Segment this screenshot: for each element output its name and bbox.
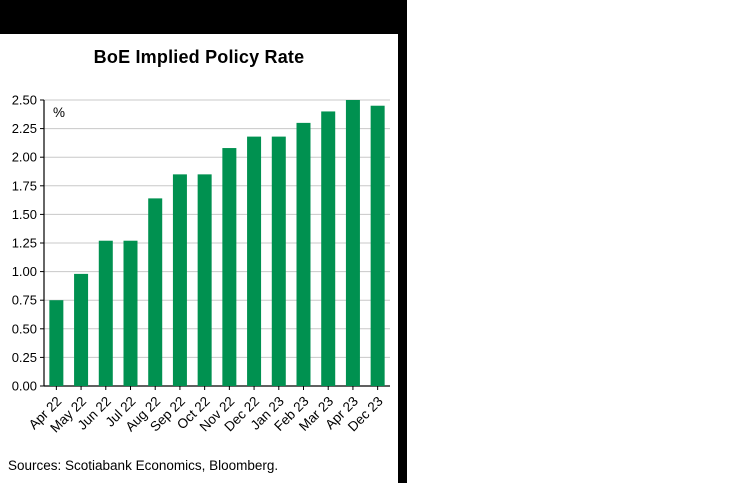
y-tick-label: 1.75 bbox=[12, 178, 37, 193]
bar bbox=[321, 111, 336, 386]
y-tick-label: 0.25 bbox=[12, 350, 37, 365]
bar bbox=[148, 198, 163, 386]
bar bbox=[172, 174, 187, 386]
y-tick-label: 0.50 bbox=[12, 321, 37, 336]
y-tick-label: 2.00 bbox=[12, 150, 37, 165]
source-note: Sources: Scotiabank Economics, Bloomberg… bbox=[8, 458, 279, 473]
top-black-bar bbox=[0, 0, 400, 34]
bar bbox=[345, 100, 360, 386]
vertical-divider bbox=[398, 0, 407, 483]
y-tick-label: 1.50 bbox=[12, 207, 37, 222]
y-tick-label: 1.25 bbox=[12, 236, 37, 251]
chart-panel: BoE Implied Policy Rate 0.00 0.25 0.50 0.75… bbox=[0, 34, 398, 483]
y-tick-label: 0.00 bbox=[12, 379, 37, 394]
chart-title: BoE Implied Policy Rate bbox=[93, 47, 305, 67]
bar bbox=[49, 300, 64, 386]
bar bbox=[271, 136, 286, 386]
bar bbox=[74, 273, 89, 386]
bar-chart-plot: 0.00 0.25 0.50 0.75 1.00 1.25 1.50 1.75 2.00 2.25… bbox=[12, 93, 390, 435]
unit-label: % bbox=[53, 105, 65, 120]
bar bbox=[123, 240, 138, 386]
y-tick-label: 0.75 bbox=[12, 293, 37, 308]
bar bbox=[370, 105, 385, 386]
y-tick-label: 2.50 bbox=[12, 93, 37, 108]
bar bbox=[98, 240, 113, 386]
bar bbox=[197, 174, 212, 386]
bar bbox=[247, 136, 262, 386]
y-tick-label: 1.00 bbox=[12, 264, 37, 279]
y-tick-label: 2.25 bbox=[12, 121, 37, 136]
bar bbox=[222, 148, 237, 386]
bar bbox=[296, 122, 311, 386]
